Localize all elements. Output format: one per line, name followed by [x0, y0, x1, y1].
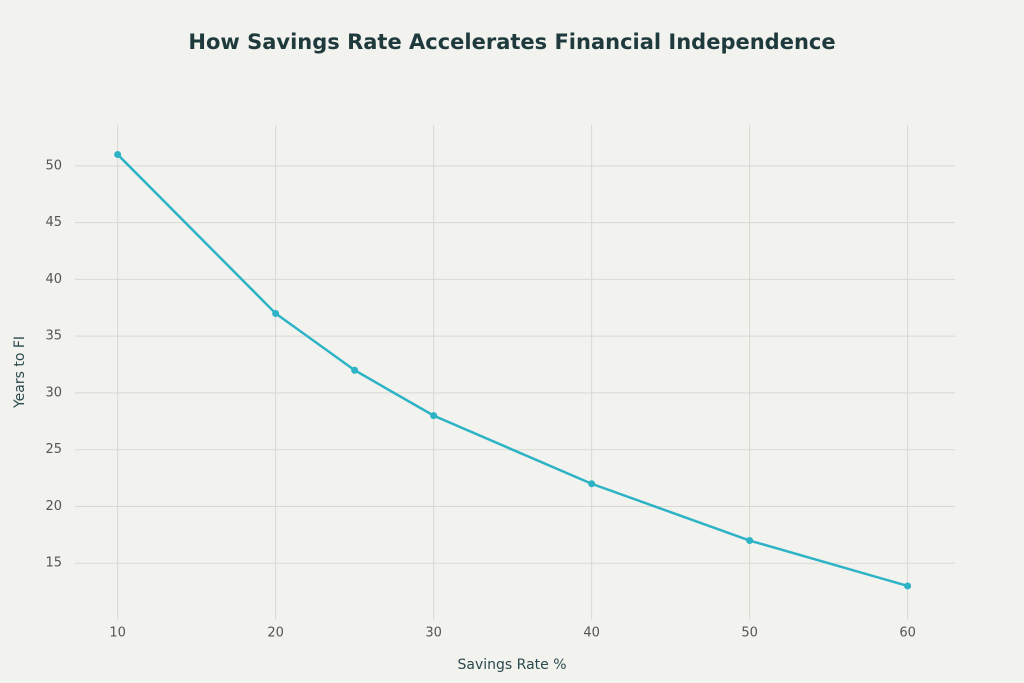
y-tick-label: 40: [45, 272, 62, 287]
x-axis-label: Savings Rate %: [458, 657, 567, 673]
y-tick-label: 35: [45, 329, 62, 344]
data-point: [114, 151, 122, 159]
data-point: [272, 309, 280, 317]
data-point: [430, 412, 438, 420]
x-tick-label: 20: [267, 626, 284, 641]
x-tick-label: 40: [583, 626, 600, 641]
data-point: [904, 582, 912, 590]
y-tick-label: 20: [45, 499, 62, 514]
y-tick-label: 25: [45, 442, 62, 457]
x-tick-label: 50: [741, 626, 758, 641]
y-axis-label: Years to FI: [12, 336, 28, 409]
x-tick-label: 60: [899, 626, 916, 641]
y-tick-label: 50: [45, 158, 62, 173]
y-tick-label: 45: [45, 215, 62, 230]
data-point: [588, 480, 596, 488]
data-point: [746, 537, 754, 545]
data-point: [351, 366, 359, 374]
y-tick-label: 30: [45, 385, 62, 400]
chart-title: How Savings Rate Accelerates Financial I…: [188, 30, 835, 54]
x-tick-label: 10: [109, 626, 126, 641]
y-tick-label: 15: [45, 556, 62, 571]
x-tick-label: 30: [425, 626, 442, 641]
